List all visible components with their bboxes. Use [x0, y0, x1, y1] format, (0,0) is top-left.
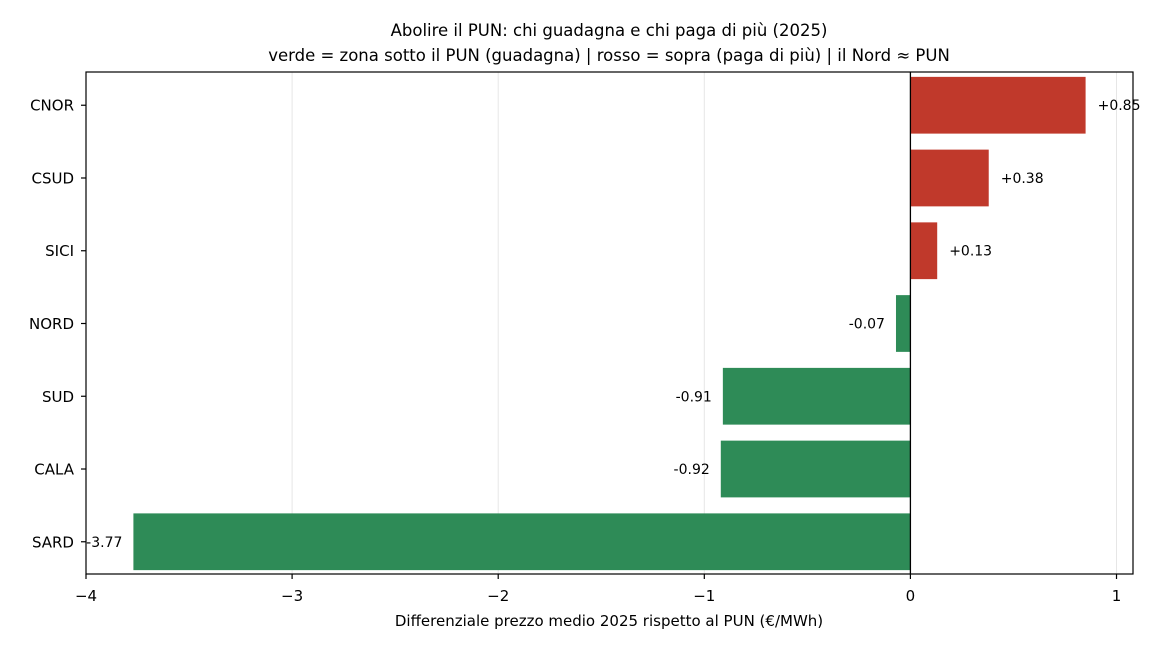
- x-tick-label: −1: [693, 587, 715, 605]
- data-label-csud: +0.38: [1001, 171, 1044, 187]
- y-tick-label: SICI: [45, 242, 74, 260]
- data-label-sard: -3.77: [86, 535, 122, 551]
- bars: [133, 76, 1086, 571]
- y-tick-label: NORD: [29, 315, 74, 333]
- y-tick-label: SARD: [32, 533, 74, 551]
- chart-subtitle: verde = zona sotto il PUN (guadagna) | r…: [268, 46, 950, 65]
- bar-cala: [720, 440, 911, 498]
- y-axis: CNOR CSUD SICI NORD SUD CALA SARD: [29, 97, 86, 551]
- y-tick-label: SUD: [42, 388, 74, 406]
- y-tick-label: CALA: [34, 461, 74, 479]
- bar-csud: [910, 149, 989, 207]
- data-label-sud: -0.91: [676, 389, 712, 405]
- bar-sud: [722, 367, 911, 425]
- x-axis-label: Differenziale prezzo medio 2025 rispetto…: [395, 612, 823, 630]
- data-label-nord: -0.07: [849, 317, 885, 333]
- data-label-sici: +0.13: [949, 244, 992, 260]
- x-tick-label: 1: [1112, 587, 1122, 605]
- x-tick-label: −4: [75, 587, 97, 605]
- data-label-cala: -0.92: [674, 462, 710, 478]
- x-axis: −4 −3 −2 −1 0 1: [75, 574, 1121, 605]
- y-tick-label: CNOR: [30, 97, 74, 115]
- plot-frame: [85, 71, 1134, 575]
- data-label-cnor: +0.85: [1098, 98, 1141, 114]
- bar-sard: [133, 513, 911, 571]
- x-tick-label: 0: [906, 587, 916, 605]
- y-tick-label: CSUD: [31, 169, 74, 187]
- bar-cnor: [910, 76, 1086, 134]
- bar-sici: [910, 222, 938, 280]
- chart-title: Abolire il PUN: chi guadagna e chi paga …: [391, 21, 828, 40]
- data-labels: +0.85 +0.38 +0.13 -0.07 -0.91 -0.92 -3.77: [86, 98, 1140, 551]
- x-tick-label: −2: [487, 587, 509, 605]
- grid-lines: [85, 72, 1118, 574]
- bar-nord: [895, 295, 911, 352]
- x-tick-label: −3: [281, 587, 303, 605]
